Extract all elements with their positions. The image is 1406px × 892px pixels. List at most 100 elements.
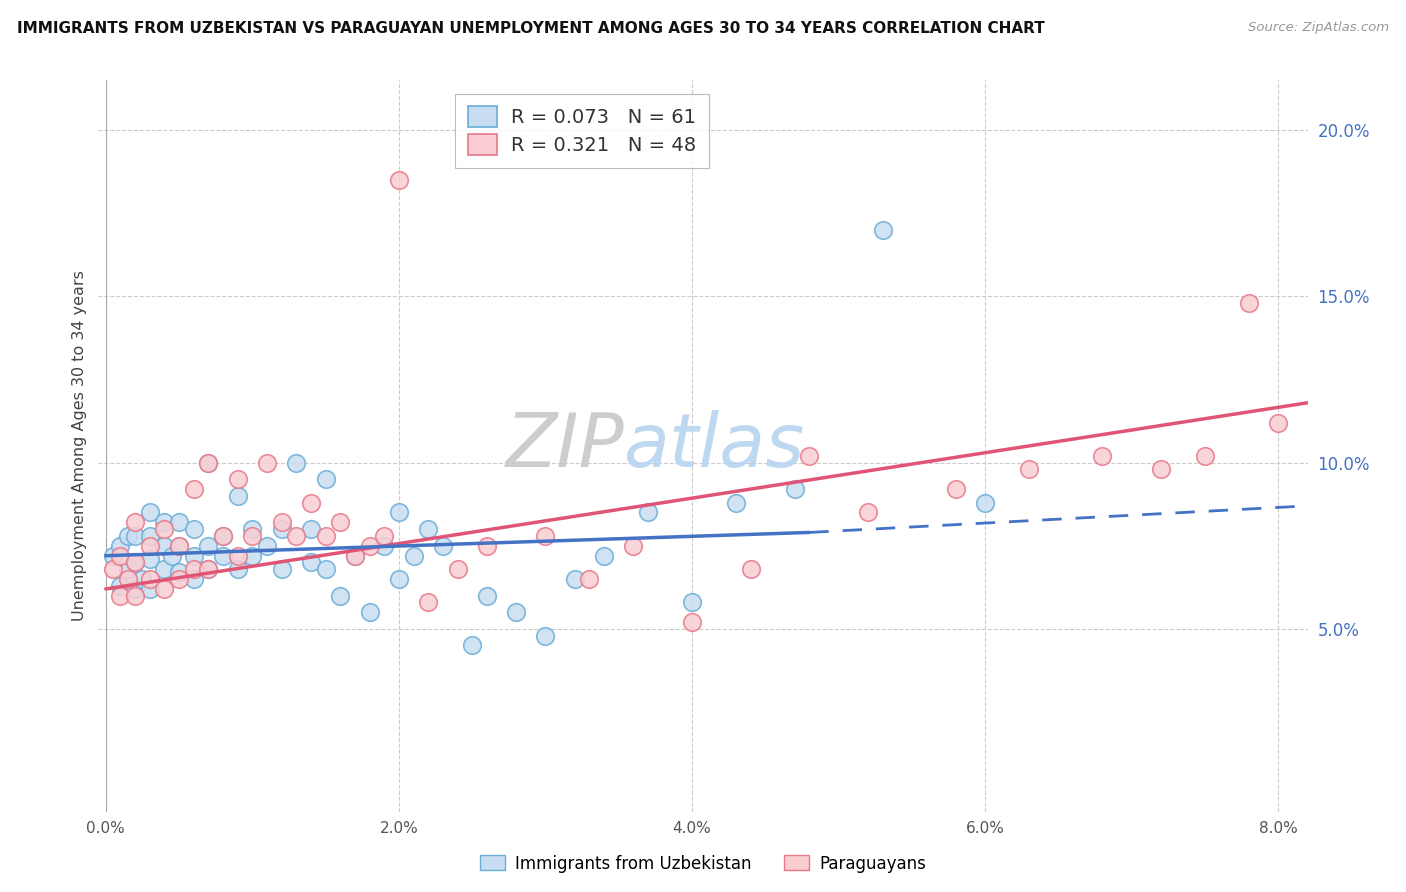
Point [124,555,146,569]
Point [534,628,557,642]
Point [101,562,124,576]
Point [373,539,395,553]
Point [160,549,183,563]
Text: ZIP: ZIP [506,410,624,482]
Point [240,549,263,563]
Point [167,539,190,553]
Point [183,522,205,536]
Point [197,539,219,553]
Point [226,549,249,563]
Point [153,562,176,576]
Point [637,506,659,520]
Point [117,562,139,576]
Point [240,529,263,543]
Point [681,595,703,609]
Point [256,456,278,470]
Point [343,549,366,563]
Point [724,495,747,509]
Point [418,522,440,536]
Point [117,572,139,586]
Text: IMMIGRANTS FROM UZBEKISTAN VS PARAGUAYAN UNEMPLOYMENT AMONG AGES 30 TO 34 YEARS : IMMIGRANTS FROM UZBEKISTAN VS PARAGUAYAN… [17,21,1045,36]
Point [167,539,190,553]
Point [388,572,411,586]
Point [593,549,616,563]
Point [418,595,440,609]
Point [197,562,219,576]
Point [270,522,292,536]
Point [110,589,132,603]
Point [124,589,146,603]
Point [110,549,132,563]
Point [197,562,219,576]
Point [138,552,160,566]
Legend: R = 0.073   N = 61, R = 0.321   N = 48: R = 0.073 N = 61, R = 0.321 N = 48 [456,94,709,168]
Point [138,582,160,596]
Point [117,529,139,543]
Point [138,572,160,586]
Point [945,482,967,496]
Point [124,516,146,530]
Point [226,472,249,486]
Point [1194,449,1216,463]
Point [578,572,600,586]
Point [564,572,586,586]
Point [1267,416,1289,430]
Point [974,495,997,509]
Point [226,489,249,503]
Point [402,549,425,563]
Point [315,529,337,543]
Point [153,539,176,553]
Point [131,572,153,586]
Point [153,522,176,536]
Point [138,539,160,553]
Point [446,562,468,576]
Point [388,506,411,520]
Point [315,562,337,576]
Point [124,555,146,569]
Point [343,549,366,563]
Point [1018,462,1040,476]
Point [167,516,190,530]
Point [783,482,806,496]
Point [359,539,381,553]
Point [505,605,527,619]
Point [856,506,879,520]
Point [110,539,132,553]
Point [212,529,235,543]
Point [101,549,124,563]
Point [740,562,762,576]
Point [124,582,146,596]
Point [1237,296,1260,310]
Point [299,495,322,509]
Point [183,562,205,576]
Point [183,549,205,563]
Point [373,529,395,543]
Point [285,456,308,470]
Point [329,589,352,603]
Point [315,472,337,486]
Point [461,639,484,653]
Point [212,529,235,543]
Text: Source: ZipAtlas.com: Source: ZipAtlas.com [1249,21,1389,34]
Point [212,549,235,563]
Point [167,566,190,580]
Point [226,562,249,576]
Point [270,562,292,576]
Point [270,516,292,530]
Point [799,449,821,463]
Text: atlas: atlas [624,410,806,482]
Point [138,506,160,520]
Point [183,572,205,586]
Point [681,615,703,630]
Point [197,456,219,470]
Point [432,539,454,553]
Point [197,456,219,470]
Point [285,529,308,543]
Point [183,482,205,496]
Point [153,516,176,530]
Point [299,522,322,536]
Point [475,589,498,603]
Point [299,555,322,569]
Point [475,539,498,553]
Point [138,529,160,543]
